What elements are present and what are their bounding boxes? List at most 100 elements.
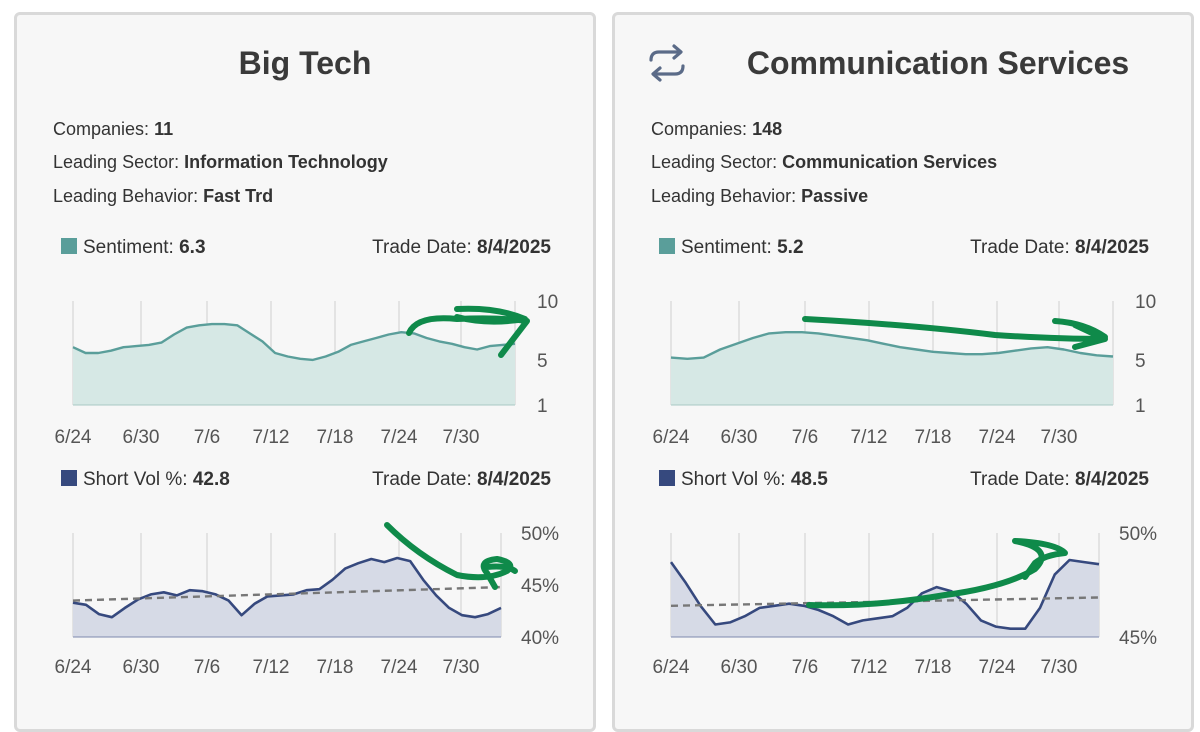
x-tick-label: 6/24 <box>653 657 690 678</box>
y-tick-label: 10 <box>537 292 558 313</box>
sentiment-legend: Sentiment: 6.3 Trade Date: 8/4/2025 <box>61 237 551 259</box>
x-tick-label: 7/6 <box>194 657 220 678</box>
x-tick-label: 7/6 <box>792 427 818 448</box>
companies-value: 11 <box>154 119 174 139</box>
x-tick-label: 7/24 <box>979 657 1016 678</box>
trade-date-label: Trade Date: <box>970 237 1070 258</box>
trade-date: Trade Date: 8/4/2025 <box>372 237 551 259</box>
companies-label: Companies: <box>53 119 150 139</box>
x-tick-label: 6/30 <box>123 427 160 448</box>
companies-value: 148 <box>752 119 783 139</box>
card-title: Big Tech <box>238 45 372 81</box>
short-vol-label: Short Vol %: <box>83 469 188 490</box>
y-tick-label: 5 <box>1135 351 1146 372</box>
short-vol-legend: Short Vol %: 42.8 Trade Date: 8/4/2025 <box>61 469 551 491</box>
y-tick-label: 50% <box>1119 524 1157 545</box>
annotation-arrow <box>802 316 1108 350</box>
series-area <box>73 324 515 405</box>
annotation-arrow <box>384 522 518 590</box>
trade-date: Trade Date: 8/4/2025 <box>970 237 1149 259</box>
sentiment-label: Sentiment: <box>83 237 174 258</box>
sentiment-legend: Sentiment: 5.2 Trade Date: 8/4/2025 <box>659 237 1149 259</box>
x-tick-label: 7/6 <box>792 657 818 678</box>
y-tick-label: 45% <box>521 576 559 597</box>
companies-info: Companies: 11 <box>53 119 173 140</box>
sentiment-value: 6.3 <box>179 237 206 258</box>
series-line <box>669 558 1100 630</box>
trade-date-value: 8/4/2025 <box>477 469 551 490</box>
short-vol-legend: Short Vol %: 48.5 Trade Date: 8/4/2025 <box>659 469 1149 491</box>
sentiment-swatch <box>61 238 77 254</box>
annotation-arrow <box>806 538 1068 609</box>
behavior-value: Passive <box>801 186 869 206</box>
x-tick-label: 7/18 <box>317 657 354 678</box>
refresh-icon[interactable] <box>645 43 689 83</box>
trade-date-value: 8/4/2025 <box>1075 237 1149 258</box>
trade-date: Trade Date: 8/4/2025 <box>970 469 1149 491</box>
behavior-info: Leading Behavior: Fast Trd <box>53 186 273 207</box>
series-line <box>72 322 516 362</box>
series-line <box>72 556 502 619</box>
series-area <box>73 558 501 637</box>
series-area <box>671 560 1099 637</box>
short-vol-chart: 50% 45% 40% 6/24 6/30 7/6 7/12 7/18 7/24 7/30 <box>55 522 559 678</box>
x-tick-label: 7/12 <box>851 657 888 678</box>
trade-date: Trade Date: 8/4/2025 <box>372 469 551 491</box>
y-tick-label: 50% <box>521 524 559 545</box>
x-tick-label: 7/30 <box>443 427 480 448</box>
y-tick-label: 1 <box>537 396 548 417</box>
x-tick-label: 7/24 <box>979 427 1016 448</box>
x-tick-label: 6/24 <box>55 657 92 678</box>
x-tick-label: 7/24 <box>381 657 418 678</box>
sentiment-chart: 10 5 1 6/24 6/30 7/6 7/12 7/18 7/24 7/30 <box>55 292 559 448</box>
x-tick-label: 7/24 <box>381 427 418 448</box>
sector-info: Leading Sector: Communication Services <box>651 152 997 173</box>
series-line <box>670 331 1114 360</box>
companies-info: Companies: 148 <box>651 119 782 140</box>
trade-date-value: 8/4/2025 <box>1075 469 1149 490</box>
x-tick-label: 7/18 <box>317 427 354 448</box>
behavior-label: Leading Behavior: <box>53 186 199 206</box>
x-tick-label: 7/6 <box>194 427 220 448</box>
x-tick-label: 7/30 <box>443 657 480 678</box>
short-vol-value: 48.5 <box>790 469 828 490</box>
x-tick-label: 6/30 <box>721 657 758 678</box>
short-vol-swatch <box>659 470 675 486</box>
trade-date-value: 8/4/2025 <box>477 237 551 258</box>
x-tick-label: 7/12 <box>851 427 888 448</box>
sector-info: Leading Sector: Information Technology <box>53 152 388 173</box>
x-tick-label: 7/12 <box>253 427 290 448</box>
card-title: Communication Services <box>746 45 1130 81</box>
short-vol-value: 42.8 <box>192 469 230 490</box>
x-tick-label: 7/30 <box>1041 427 1078 448</box>
trade-date-label: Trade Date: <box>372 469 472 490</box>
companies-label: Companies: <box>651 119 748 139</box>
y-tick-label: 40% <box>521 628 559 649</box>
card-big-tech: Big Tech Companies: 11 Leading Sector: I… <box>14 12 596 732</box>
y-tick-label: 5 <box>537 351 548 372</box>
sector-label: Leading Sector: <box>53 152 180 172</box>
sentiment-swatch <box>659 238 675 254</box>
behavior-label: Leading Behavior: <box>651 186 797 206</box>
trade-date-label: Trade Date: <box>970 469 1070 490</box>
sentiment-value: 5.2 <box>777 237 804 258</box>
trade-date-label: Trade Date: <box>372 237 472 258</box>
short-vol-label: Short Vol %: <box>681 469 786 490</box>
behavior-info: Leading Behavior: Passive <box>651 186 868 207</box>
y-tick-label: 10 <box>1135 292 1156 313</box>
series-area <box>671 332 1113 405</box>
sector-value: Communication Services <box>782 152 998 172</box>
x-tick-label: 6/30 <box>721 427 758 448</box>
x-tick-label: 7/12 <box>253 657 290 678</box>
short-vol-swatch <box>61 470 77 486</box>
x-tick-label: 6/24 <box>653 427 690 448</box>
x-tick-label: 7/18 <box>915 427 952 448</box>
x-tick-label: 7/18 <box>915 657 952 678</box>
sentiment-chart: 10 5 1 6/24 6/30 7/6 7/12 7/18 7/24 7/30 <box>653 292 1157 448</box>
short-vol-chart: 50% 45% 6/24 6/30 7/6 7/12 7/18 7/24 7/30 <box>653 524 1158 678</box>
x-tick-label: 6/24 <box>55 427 92 448</box>
sentiment-label: Sentiment: <box>681 237 772 258</box>
x-tick-label: 6/30 <box>123 657 160 678</box>
card-communication-services: Communication Services Companies: 148 Le… <box>612 12 1194 732</box>
sector-label: Leading Sector: <box>651 152 778 172</box>
